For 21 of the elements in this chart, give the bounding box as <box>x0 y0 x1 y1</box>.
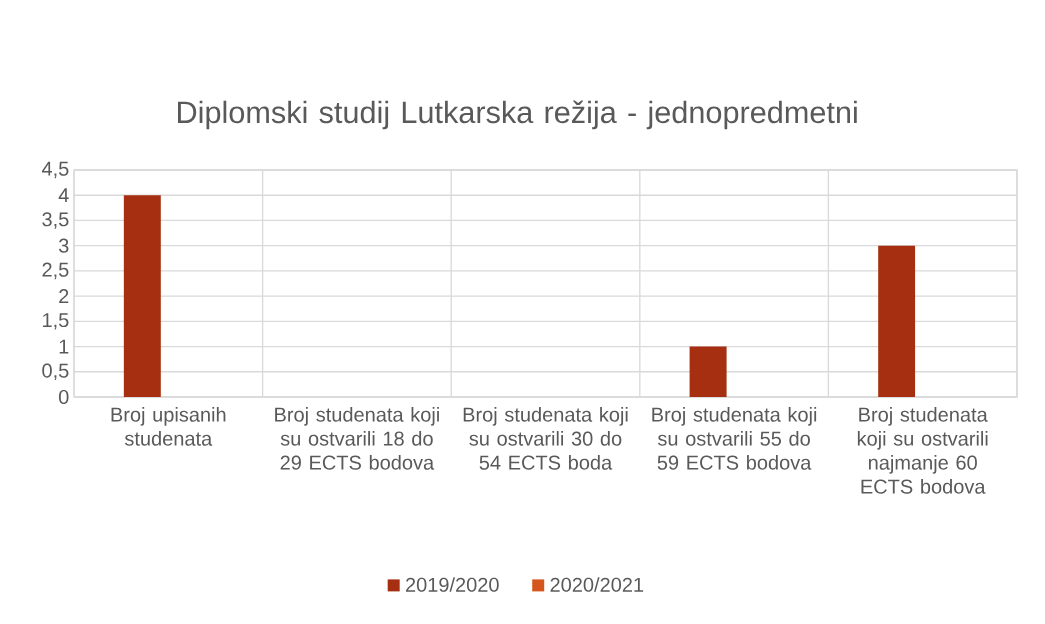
y-tick-label: 4 <box>58 188 69 203</box>
y-tick-label: 1,5 <box>43 313 69 330</box>
bar <box>123 195 161 397</box>
chart-title: Diplomski studij Lutkarska režija - jednopredmetni <box>178 100 857 130</box>
legend-label: 2019/2020 <box>406 577 499 592</box>
bar <box>689 346 727 397</box>
y-tick-label: 0,5 <box>42 363 69 381</box>
legend-label: 2020/2021 <box>550 577 644 592</box>
x-tick-label: Broj studenata koji su ostvarili 30 do 54 ECTS boda <box>463 407 628 470</box>
y-tick-label: 0 <box>58 389 69 405</box>
x-tick-label: Broj studenata koji su ostvarili 55 do 59 ECTS bodova <box>652 407 817 470</box>
bar <box>878 245 916 397</box>
x-tick-label: Broj upisanih studenata <box>111 407 226 446</box>
x-tick-label: Broj studenata koji su ostvarili 18 do 29 ECTS bodova <box>275 407 439 470</box>
y-tick-label: 2,5 <box>42 262 69 280</box>
y-tick-label: 2 <box>59 289 69 304</box>
y-tick-label: 4,5 <box>41 161 69 179</box>
y-tick-label: 3 <box>58 238 69 253</box>
y-tick-label: 1 <box>59 339 69 354</box>
y-tick-label: 3,5 <box>42 212 69 229</box>
x-tick-label: Broj studenata koji su ostvarili najmanje 60 ECTS bodova <box>857 407 988 494</box>
